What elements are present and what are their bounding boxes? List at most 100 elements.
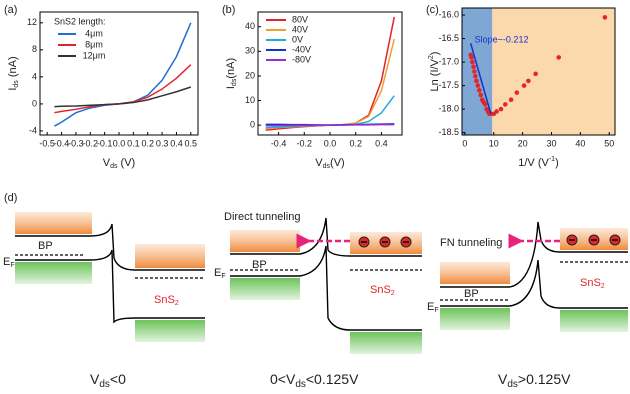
tunneling-label: FN tunneling — [440, 237, 502, 249]
y-axis-label: Ids (nA) — [7, 56, 20, 90]
x-axis-label: 1/V (V-1) — [518, 156, 558, 169]
sns-text: SnS — [580, 277, 601, 289]
band-diagram-3: FN tunneling BP EF SnS2 Vds>0.125V — [427, 221, 628, 390]
x-tick-label: 40 — [575, 138, 585, 148]
conduction-band-bp — [440, 262, 510, 284]
x-axis-label-sub: ds — [110, 163, 118, 170]
ef-label: EF — [214, 267, 226, 280]
y-tick-label: 10 — [245, 95, 255, 105]
x-tick-label: -0.1 — [97, 138, 113, 148]
data-point — [498, 106, 504, 112]
band-diagram-2: Direct tunneling BP EF SnS2 0<Vds<0.125V — [214, 211, 422, 390]
x-axis-label-text: (V) — [330, 157, 345, 169]
y-tick-label: 0 — [250, 120, 255, 130]
data-point — [526, 78, 531, 84]
series-line — [265, 38, 396, 130]
x-tick-label: 10 — [489, 138, 499, 148]
x-tick-label: 0 — [462, 138, 467, 148]
x-axis-label-text: ) — [555, 157, 559, 169]
conduction-band-bp — [15, 212, 92, 234]
conduction-band-bp — [230, 230, 300, 252]
caption-sub: ds — [99, 379, 110, 390]
x-tick-label: -0.2 — [297, 138, 313, 148]
legend-label: -40V — [292, 44, 311, 54]
legend-label: 12μm — [83, 50, 106, 60]
x-tick-label: -0.4 — [271, 138, 287, 148]
sns-sub: 2 — [601, 283, 605, 290]
data-point — [508, 97, 514, 103]
legend-label: 80V — [292, 14, 308, 24]
bp-label: BP — [38, 240, 53, 252]
y-axis-label-sub: ds — [231, 78, 238, 86]
series-line — [53, 22, 192, 127]
valence-band-sns2 — [135, 320, 205, 342]
data-point — [472, 69, 477, 74]
y-tick-label: 30 — [245, 46, 255, 56]
ef-sub: F — [434, 307, 438, 314]
sns-text: SnS — [370, 284, 391, 296]
caption-sub: ds — [507, 379, 518, 390]
tunneling-label: Direct tunneling — [224, 211, 300, 223]
y-axis-label-text: (nA) — [225, 58, 237, 79]
sns-sub: 2 — [175, 300, 179, 307]
data-point — [474, 78, 479, 84]
x-tick-label: 0.2 — [141, 138, 154, 148]
data-point — [494, 109, 499, 114]
y-tick-label: -17.5 — [438, 80, 459, 90]
y-axis-label-sup: 2 — [428, 55, 435, 59]
data-point — [471, 64, 476, 70]
data-point — [472, 73, 478, 79]
data-point — [556, 55, 562, 60]
y-tick-label: 8 — [32, 44, 37, 54]
x-axis-label-text: (V) — [118, 157, 136, 169]
data-point — [514, 90, 520, 95]
legend-label: 40V — [292, 24, 308, 34]
x-tick-label: 0.4 — [375, 138, 388, 148]
data-point — [470, 59, 475, 65]
ef-text: E — [214, 267, 221, 279]
panel-label: (d) — [4, 192, 17, 204]
data-point — [533, 71, 538, 77]
sns-sub: 2 — [391, 290, 395, 297]
plot-frame — [461, 7, 616, 136]
bp-label: BP — [464, 288, 479, 300]
legend-label: -80V — [292, 54, 311, 64]
caption-sub: ds — [295, 379, 306, 390]
legend-label: 4μm — [85, 28, 103, 38]
ef-label: EF — [3, 256, 15, 269]
x-tick-label: -0.2 — [83, 138, 99, 148]
x-tick-label: 0.3 — [156, 138, 169, 148]
sns-text: SnS — [154, 294, 175, 306]
y-axis-label: Ids(nA) — [225, 58, 238, 89]
charts: (a)-0.5-0.4-0.3-0.2-0.1 0.0 0.1 0.2 0.3 0.4 0.… — [4, 4, 616, 170]
caption-text: >0.125V — [518, 371, 571, 387]
ef-sub: F — [221, 273, 225, 280]
y-tick-label: -17.0 — [438, 56, 459, 66]
valence-band-bp — [15, 262, 92, 284]
fit-line — [469, 43, 492, 115]
y-tick-label: -16.5 — [438, 33, 459, 43]
x-tick-label: -0.5 — [39, 138, 55, 148]
y-axis-label-text: I — [225, 86, 237, 89]
caption-text: V — [90, 371, 100, 387]
legend-label: 0V — [292, 34, 303, 44]
y-axis-label-text: Ln (I/V — [429, 58, 441, 91]
sns2-label: SnS2 — [154, 294, 179, 307]
ef-label: EF — [427, 301, 439, 314]
y-tick-label: -16.0 — [438, 9, 459, 19]
panel-label: (a) — [4, 4, 17, 16]
valence-band-bp — [230, 278, 300, 300]
ef-text: E — [3, 256, 10, 268]
x-axis-label-sup: -1 — [549, 156, 555, 163]
x-tick-label: 0.0 — [324, 138, 337, 148]
shaded-region — [492, 8, 615, 135]
x-axis-label-text: V — [315, 157, 323, 169]
panel-label: (b) — [222, 4, 235, 16]
band-edge — [440, 221, 628, 288]
sns2-label: SnS2 — [370, 284, 395, 297]
y-tick-label: 20 — [245, 70, 255, 80]
x-tick-label: 0.4 — [170, 138, 183, 148]
data-point — [482, 102, 488, 107]
x-tick-label: 20 — [518, 138, 528, 148]
valence-band-bp — [440, 308, 510, 330]
